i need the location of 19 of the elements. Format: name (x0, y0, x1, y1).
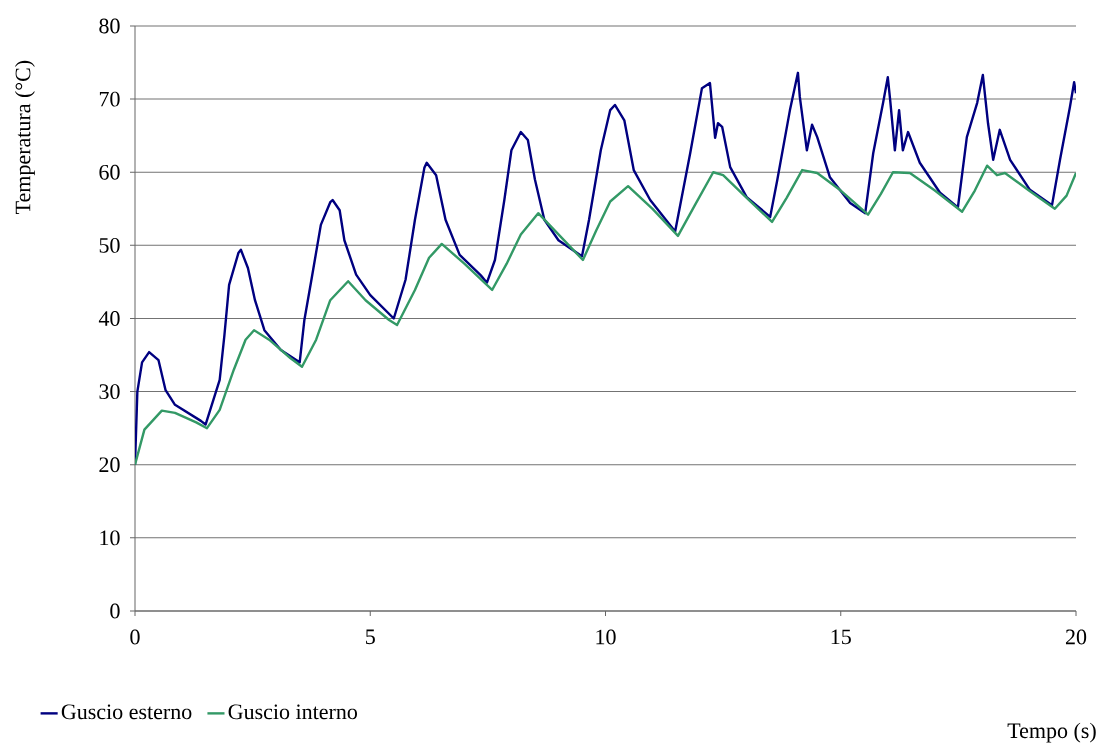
x-tick-label: 5 (366, 629, 375, 645)
y-tick-label: 20 (99, 457, 120, 473)
y-tick-label: 80 (99, 18, 120, 34)
y-tick-label: 30 (99, 384, 120, 400)
y-tick-label: 40 (98, 311, 120, 326)
y-tick-label: 70 (99, 91, 120, 107)
y-tick-label: 0 (110, 603, 120, 619)
legend-label: Guscio esterno (61, 704, 192, 720)
y-axis-title: Temperatura (°C) (14, 60, 35, 215)
line-series (135, 164, 1076, 466)
y-tick-label: 60 (99, 164, 120, 180)
x-tick-label: 15 (831, 629, 851, 645)
legend-label: Guscio interno (228, 704, 358, 720)
y-tick-label: 10 (100, 530, 120, 546)
y-tick-label: 50 (99, 237, 120, 253)
x-tick-label: 10 (596, 629, 616, 645)
x-tick-label: 20 (1065, 629, 1087, 645)
x-axis-title: Tempo (s) (1007, 722, 1096, 743)
x-tick-label: 0 (130, 629, 140, 645)
